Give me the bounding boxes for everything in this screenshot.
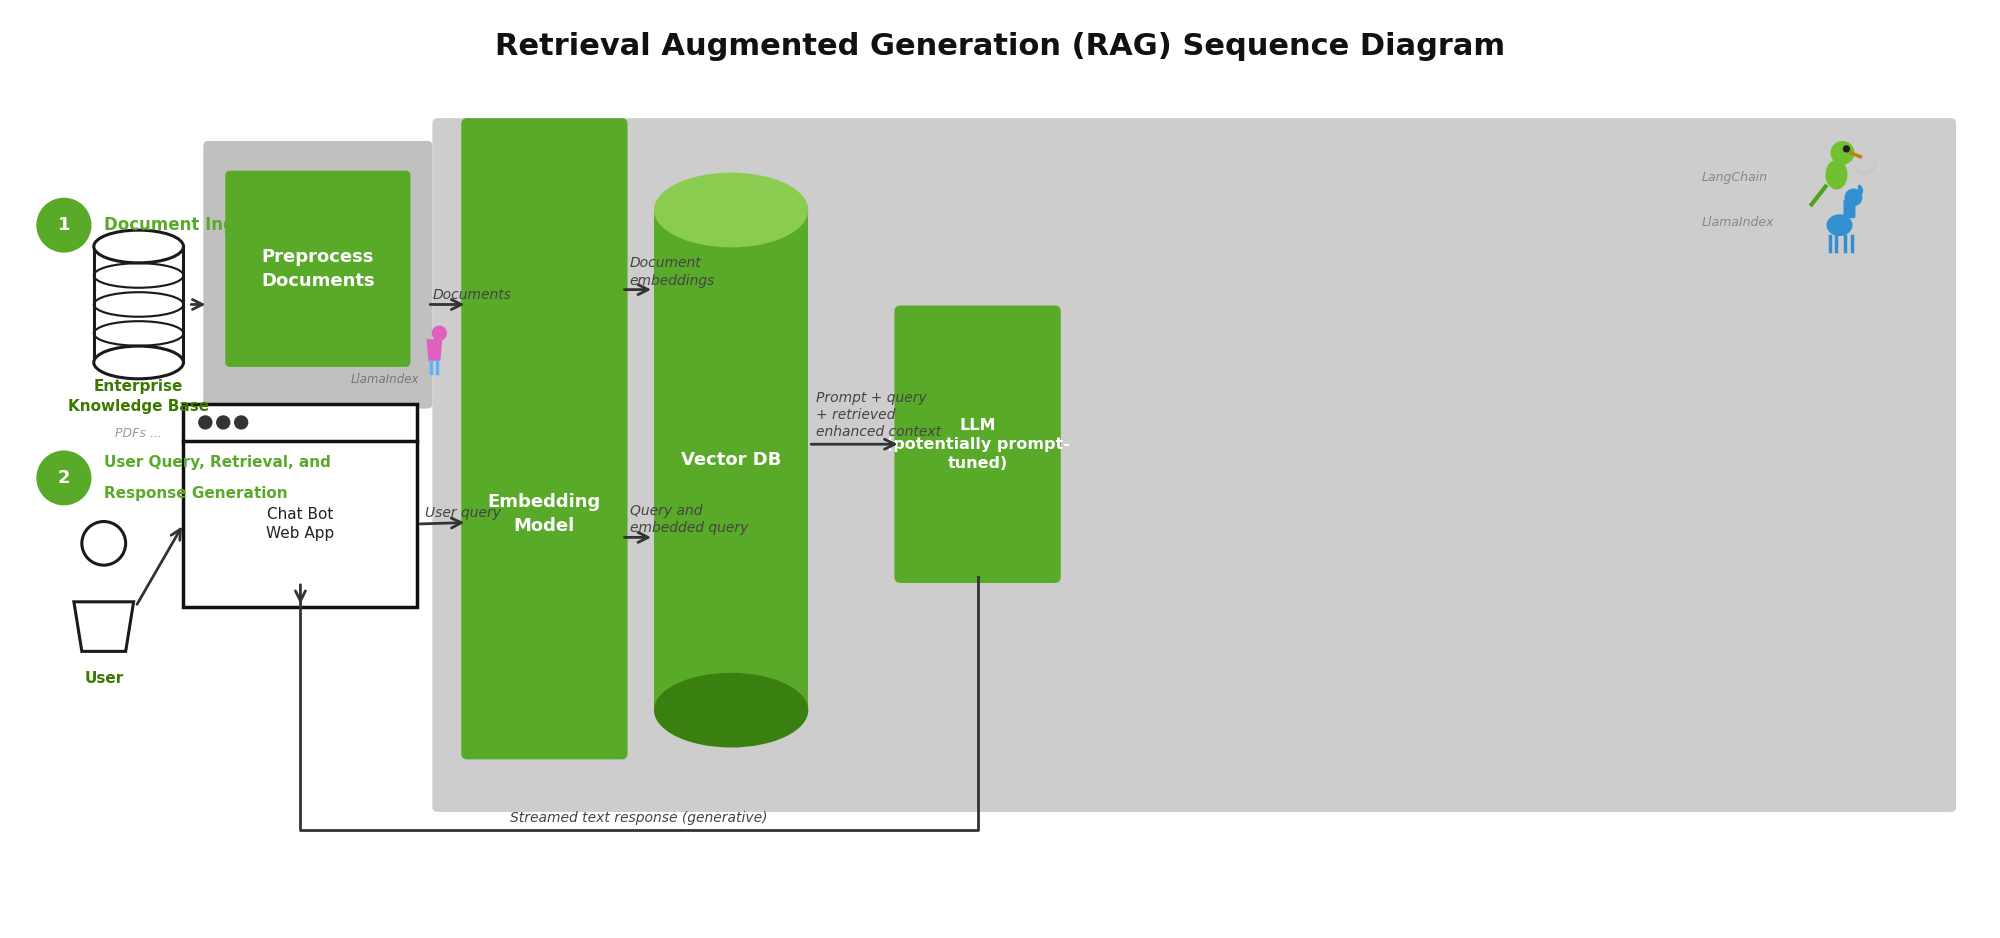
Circle shape <box>1830 141 1854 165</box>
Circle shape <box>1844 146 1850 152</box>
Text: 1: 1 <box>58 216 70 234</box>
Text: PDFs ...: PDFs ... <box>116 427 162 440</box>
Text: Enterprise: Enterprise <box>94 379 184 394</box>
Circle shape <box>234 416 248 429</box>
Ellipse shape <box>654 673 808 748</box>
Circle shape <box>432 326 446 340</box>
Circle shape <box>198 416 212 429</box>
FancyBboxPatch shape <box>894 306 1060 583</box>
Text: Document
embeddings: Document embeddings <box>630 256 714 288</box>
FancyBboxPatch shape <box>184 403 418 607</box>
FancyBboxPatch shape <box>462 118 628 760</box>
Text: Document Ingestion: Document Ingestion <box>104 216 292 234</box>
Circle shape <box>38 199 90 252</box>
Text: User query: User query <box>426 506 502 520</box>
FancyBboxPatch shape <box>1844 200 1856 219</box>
Text: Vector DB: Vector DB <box>680 451 782 469</box>
Text: Chat Bot
Web App: Chat Bot Web App <box>266 507 334 541</box>
Text: LLM
(potentially prompt-
tuned): LLM (potentially prompt- tuned) <box>886 417 1070 471</box>
Circle shape <box>1844 189 1862 206</box>
Text: Query and
embedded query: Query and embedded query <box>630 504 748 536</box>
FancyBboxPatch shape <box>432 118 1956 812</box>
Ellipse shape <box>1858 185 1864 194</box>
Text: 2: 2 <box>58 469 70 487</box>
Ellipse shape <box>1826 214 1852 236</box>
FancyBboxPatch shape <box>94 247 184 362</box>
Polygon shape <box>74 602 134 651</box>
Ellipse shape <box>1826 159 1848 189</box>
Polygon shape <box>654 210 808 710</box>
Text: User Query, Retrieval, and: User Query, Retrieval, and <box>104 455 330 470</box>
Text: Prompt + query
+ retrieved
enhanced context: Prompt + query + retrieved enhanced cont… <box>816 390 942 439</box>
Text: LangChain: LangChain <box>1702 171 1768 184</box>
Polygon shape <box>426 340 442 361</box>
Text: Response Generation: Response Generation <box>104 486 288 501</box>
Circle shape <box>38 451 90 505</box>
Ellipse shape <box>1826 167 1844 187</box>
Circle shape <box>82 522 126 565</box>
FancyBboxPatch shape <box>226 171 410 367</box>
Ellipse shape <box>94 346 184 379</box>
Text: Knowledge Base: Knowledge Base <box>68 400 210 415</box>
FancyBboxPatch shape <box>204 141 432 409</box>
Ellipse shape <box>94 230 184 263</box>
Ellipse shape <box>654 173 808 248</box>
Text: Streamed text response (generative): Streamed text response (generative) <box>510 810 768 825</box>
Text: Documents: Documents <box>432 288 512 301</box>
Text: Preprocess
Documents: Preprocess Documents <box>262 248 374 290</box>
Text: Retrieval Augmented Generation (RAG) Sequence Diagram: Retrieval Augmented Generation (RAG) Seq… <box>494 32 1506 61</box>
Text: Embedding
Model: Embedding Model <box>488 493 602 535</box>
Circle shape <box>216 416 230 429</box>
Text: User: User <box>84 672 124 687</box>
Text: LlamaIndex: LlamaIndex <box>350 372 420 386</box>
Text: LlamaIndex: LlamaIndex <box>1702 216 1774 229</box>
